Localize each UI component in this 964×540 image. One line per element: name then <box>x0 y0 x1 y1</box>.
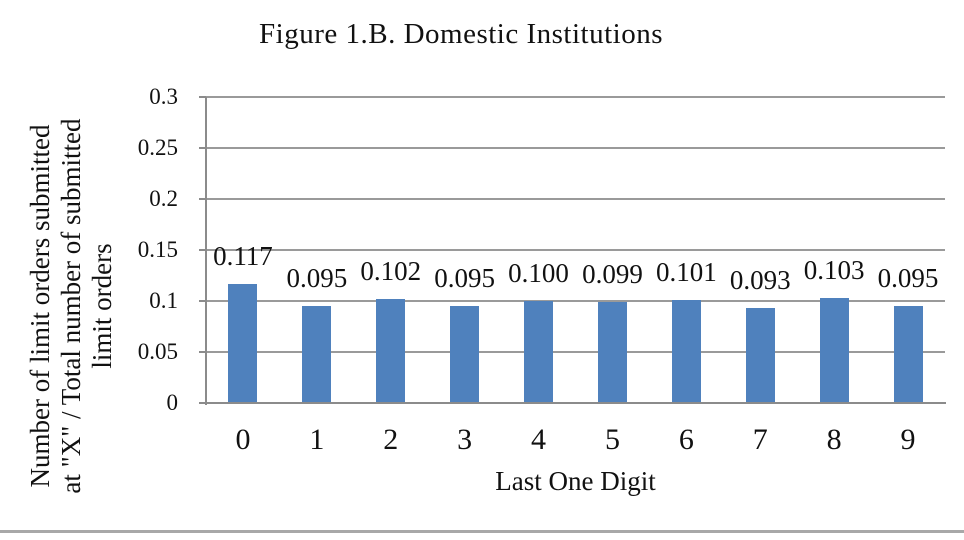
bar-value-label: 0.095 <box>877 263 939 294</box>
page-border-line <box>0 530 964 533</box>
bar-digit-6 <box>671 299 701 403</box>
y-tick-label: 0.1 <box>149 288 178 313</box>
gridline <box>206 249 945 251</box>
y-tick-label: 0.15 <box>137 237 178 262</box>
x-tick-label: 1 <box>309 423 325 456</box>
bar-digit-8 <box>819 297 849 403</box>
x-tick-label: 2 <box>383 423 399 456</box>
x-tick-label: 5 <box>604 423 620 456</box>
x-tick-label: 4 <box>531 423 547 456</box>
y-tick-label: 0.25 <box>137 135 178 160</box>
y-axis-line <box>205 97 207 405</box>
bar-digit-1 <box>302 306 332 403</box>
x-tick-label: 0 <box>235 423 251 456</box>
bar-value-label: 0.103 <box>803 254 865 285</box>
y-axis-tick <box>199 198 206 200</box>
x-tick-label: 8 <box>826 423 842 456</box>
y-tick-label: 0 <box>166 390 179 415</box>
y-axis-tick <box>199 147 206 149</box>
gridline <box>206 147 945 149</box>
x-axis-title: Last One Digit <box>495 466 656 496</box>
y-axis-tick <box>199 300 206 302</box>
x-axis-line <box>200 402 946 404</box>
bar-digit-4 <box>524 301 554 403</box>
y-axis-tick <box>199 351 206 353</box>
x-tick-label: 3 <box>457 423 473 456</box>
bar-value-label: 0.100 <box>508 258 569 288</box>
bar-digit-0 <box>228 283 258 403</box>
bar-digit-5 <box>597 302 627 403</box>
y-tick-label: 0.2 <box>149 186 178 211</box>
y-axis-tick <box>199 249 206 251</box>
y-axis-title-line-1: Number of limit orders submitted <box>25 124 55 488</box>
bar-digit-3 <box>450 306 480 403</box>
y-axis-tick <box>199 96 206 98</box>
x-tick-label: 7 <box>752 423 768 456</box>
chart-title: Figure 1.B. Domestic Institutions <box>259 18 663 50</box>
bar-value-label: 0.117 <box>213 240 273 271</box>
bar-value-label: 0.102 <box>360 255 422 286</box>
gridline <box>206 96 945 98</box>
bar-value-label: 0.095 <box>434 263 496 294</box>
bar-value-label: 0.095 <box>286 263 348 294</box>
bar-value-label: 0.093 <box>729 265 791 296</box>
bar-value-label: 0.101 <box>655 256 717 287</box>
plot-area <box>206 96 945 403</box>
x-tick-label: 6 <box>678 423 694 456</box>
y-axis-tick <box>199 402 206 404</box>
gridline <box>206 198 945 200</box>
bar-digit-7 <box>745 308 775 403</box>
gridline <box>206 300 945 302</box>
gridline <box>206 351 945 353</box>
bar-digit-9 <box>893 306 923 403</box>
x-tick-label: 9 <box>900 423 916 456</box>
y-tick-label: 0.3 <box>149 84 178 109</box>
bar-value-label: 0.099 <box>582 259 643 290</box>
bar-digit-2 <box>376 298 406 403</box>
y-tick-label: 0.05 <box>137 339 178 364</box>
